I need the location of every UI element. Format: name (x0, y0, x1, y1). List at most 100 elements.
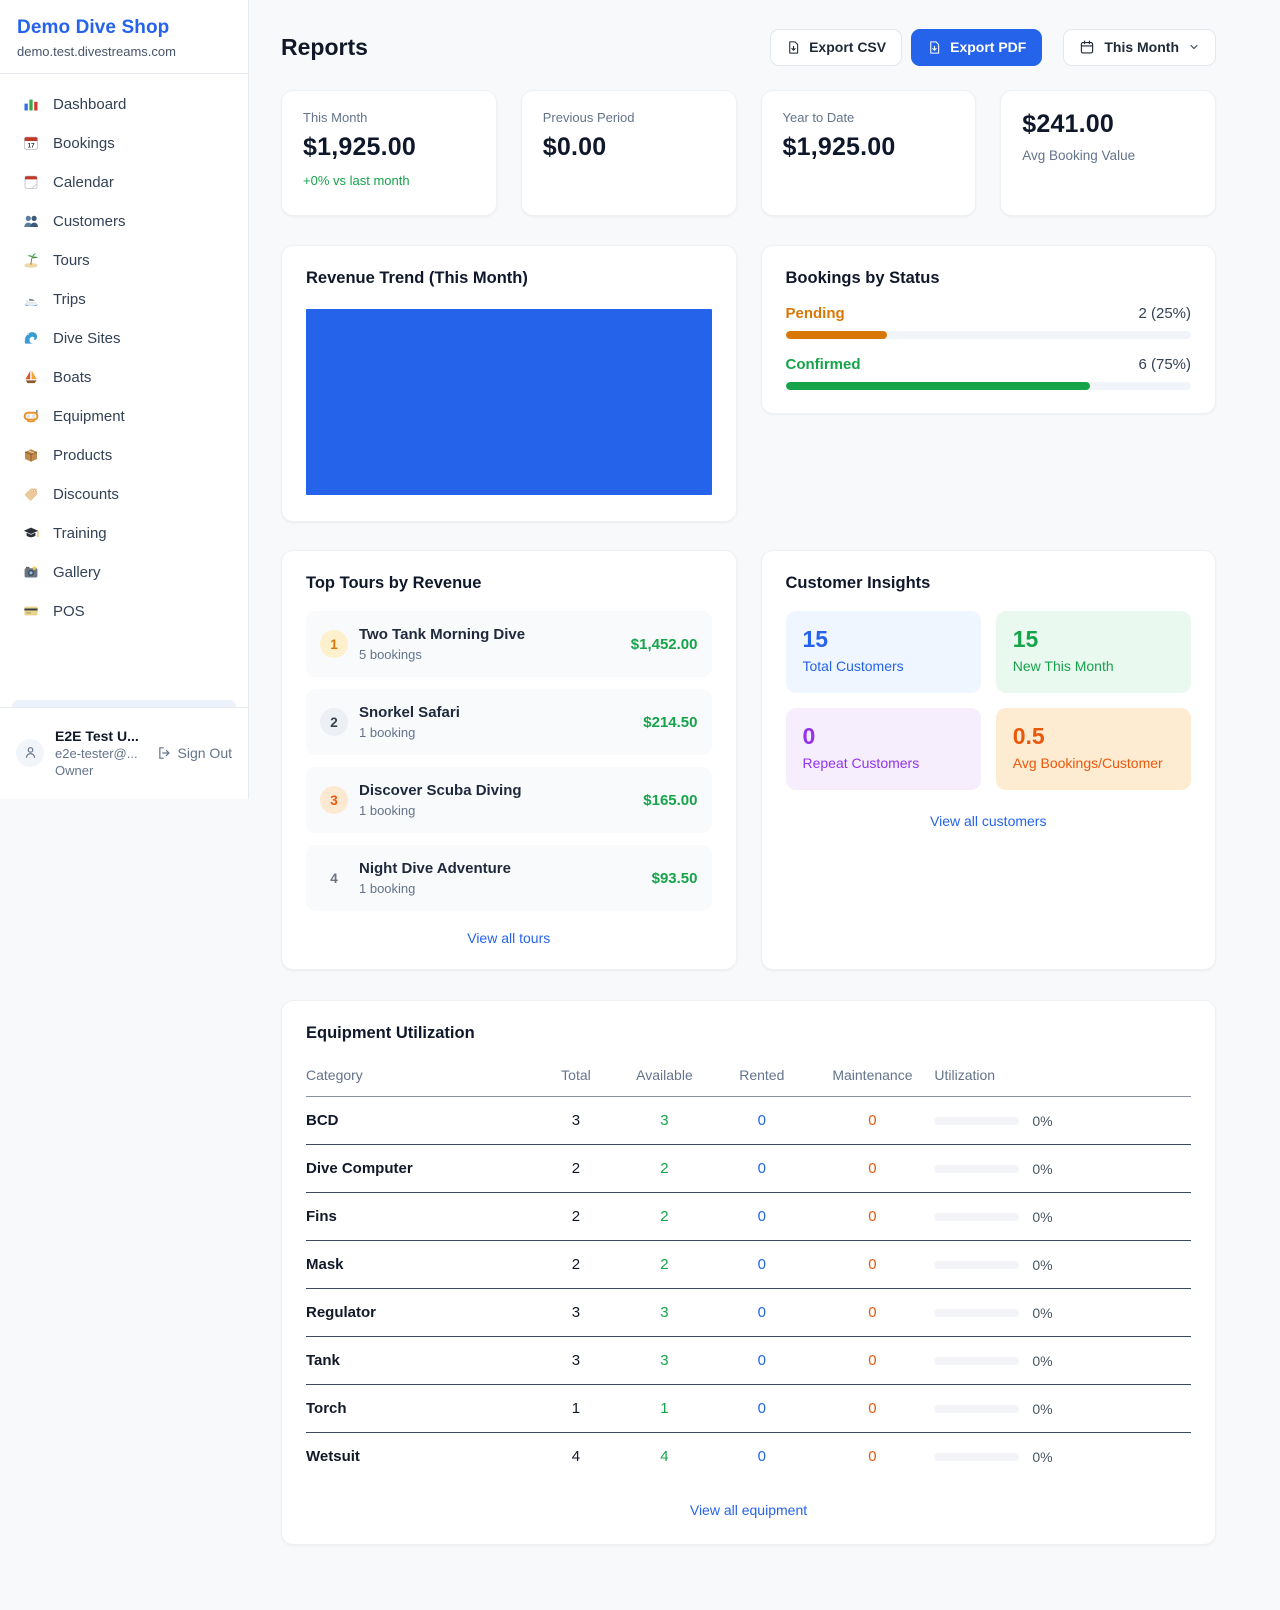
status-row-confirmed: Confirmed 6 (75%) (785, 356, 1191, 390)
cell-rented: 0 (713, 1240, 811, 1289)
shop-domain: demo.test.divestreams.com (17, 44, 176, 59)
sidebar-item-label: Equipment (53, 407, 125, 425)
status-count: 2 (25%) (1138, 305, 1191, 322)
sailboat-icon (22, 368, 40, 386)
rank-badge: 3 (320, 786, 348, 814)
wave-icon (22, 329, 40, 347)
person-icon (25, 747, 35, 758)
sidebar-item-discounts[interactable]: Discounts (12, 476, 236, 512)
sidebar-item-customers[interactable]: Customers (12, 203, 236, 239)
sidebar-item-equipment[interactable]: Equipment (12, 398, 236, 434)
user-meta: E2E Test U... e2e-tester@... Owner (55, 728, 145, 778)
cell-category: Wetsuit (306, 1448, 360, 1466)
utilization-cell: 0% (934, 1449, 1191, 1465)
view-all-equipment-link[interactable]: View all equipment (689, 1501, 808, 1518)
sidebar-item-boats[interactable]: Boats (12, 359, 236, 395)
stat-label: Previous Period (542, 110, 635, 125)
sidebar-item-dashboard[interactable]: Dashboard (12, 86, 236, 122)
calendar-icon (22, 173, 40, 191)
stat-card-avg-booking-value: $241.00 Avg Booking Value (1000, 90, 1216, 216)
stat-value: $0.00 (542, 133, 607, 161)
col-maintenance: Maintenance (810, 1059, 935, 1097)
customer-insights-card: Customer Insights 15 Total Customers 15 … (760, 550, 1216, 970)
export-csv-button[interactable]: Export CSV (770, 28, 903, 66)
period-selector[interactable]: This Month (1063, 28, 1216, 66)
cell-available: 3 (615, 1288, 714, 1337)
tag-icon (22, 485, 40, 503)
view-all-customers-link[interactable]: View all customers (930, 813, 1047, 829)
sidebar-nav: Dashboard 17 Bookings Calendar Customers… (0, 74, 248, 707)
table-row: Wetsuit 4 4 0 0 0% (306, 1433, 1191, 1481)
cell-maintenance: 0 (810, 1240, 935, 1289)
stat-delta: +0% vs last month (303, 173, 410, 188)
utilization-cell: 0% (934, 1305, 1191, 1321)
cell-rented: 0 (713, 1192, 811, 1241)
sign-out-icon (158, 746, 170, 759)
tile-total-customers: 15 Total Customers (785, 611, 981, 693)
export-pdf-button[interactable]: Export PDF (911, 28, 1043, 66)
table-row: Fins 2 2 0 0 0% (306, 1192, 1191, 1241)
user-role: Owner (55, 762, 94, 778)
sidebar-item-gallery[interactable]: Gallery (12, 554, 236, 590)
speedboat-icon (22, 290, 40, 308)
page-title: Reports (281, 33, 368, 60)
tile-avg-bookings: 0.5 Avg Bookings/Customer (995, 708, 1191, 790)
cell-available: 2 (615, 1144, 714, 1193)
cell-available: 3 (615, 1096, 714, 1145)
cell-available: 2 (615, 1240, 714, 1289)
file-download-icon (930, 40, 940, 54)
sidebar-item-trips[interactable]: Trips (12, 281, 236, 317)
sign-out-button[interactable]: Sign Out (156, 745, 232, 761)
svg-text:17: 17 (27, 143, 35, 150)
page-header: Reports Export CSV Export PDF This Month (281, 28, 1216, 66)
cell-available: 3 (615, 1336, 714, 1385)
rank-badge: 1 (320, 630, 348, 658)
sidebar-item-reports-partial[interactable] (12, 700, 236, 707)
col-category: Category (306, 1059, 537, 1097)
cell-total: 1 (536, 1384, 616, 1433)
stat-label: This Month (303, 110, 368, 125)
tour-bookings: 1 booking (359, 725, 416, 740)
period-label: This Month (1104, 39, 1179, 55)
sidebar-item-label: Boats (53, 368, 92, 386)
tile-label: Repeat Customers (802, 755, 920, 771)
table-header-row: Category Total Available Rented Maintena… (306, 1059, 1191, 1097)
table-row: Mask 2 2 0 0 0% (306, 1240, 1191, 1289)
sidebar-item-training[interactable]: Training (12, 515, 236, 551)
tile-label: New This Month (1012, 658, 1114, 674)
sidebar-item-label: Dashboard (53, 95, 127, 113)
sidebar-item-label: Discounts (53, 485, 119, 503)
tile-label: Total Customers (802, 658, 904, 674)
cell-total: 3 (536, 1336, 616, 1385)
stat-card-previous-period: Previous Period $0.00 (520, 90, 737, 216)
equipment-utilization-title: Equipment Utilization (306, 1024, 475, 1042)
sidebar-item-dive-sites[interactable]: Dive Sites (12, 320, 236, 356)
tour-name: Snorkel Safari (359, 704, 460, 721)
stat-label: Year to Date (782, 110, 855, 125)
customer-insights-title: Customer Insights (785, 574, 931, 592)
utilization-cell: 0% (934, 1209, 1191, 1225)
col-total: Total (536, 1059, 616, 1097)
sidebar-item-label: Tours (53, 251, 90, 269)
customers-icon (22, 212, 40, 230)
view-all-tours-link[interactable]: View all tours (467, 930, 551, 946)
calendar-outline-icon (1081, 40, 1094, 54)
graduation-cap-icon (22, 524, 40, 542)
sidebar-item-label: Dive Sites (53, 329, 121, 347)
sidebar-item-tours[interactable]: Tours (12, 242, 236, 278)
sidebar-item-pos[interactable]: POS (12, 593, 236, 629)
cell-available: 4 (660, 1448, 669, 1466)
sidebar-item-calendar[interactable]: Calendar (12, 164, 236, 200)
cell-category: Dive Computer (306, 1144, 537, 1193)
revenue-trend-title: Revenue Trend (This Month) (306, 269, 528, 287)
table-row: BCD 3 3 0 0 0% (306, 1096, 1191, 1145)
sidebar-item-bookings[interactable]: 17 Bookings (12, 125, 236, 161)
cell-category: Torch (306, 1384, 537, 1433)
table-row: Regulator 3 3 0 0 0% (306, 1288, 1191, 1337)
sidebar-item-products[interactable]: Products (12, 437, 236, 473)
sidebar-item-label: Gallery (53, 563, 101, 581)
tile-value: 15 (802, 626, 829, 652)
tile-repeat-customers: 0 Repeat Customers (785, 708, 981, 790)
bookings-by-status-title: Bookings by Status (785, 269, 940, 287)
tile-label: Avg Bookings/Customer (1012, 755, 1163, 771)
